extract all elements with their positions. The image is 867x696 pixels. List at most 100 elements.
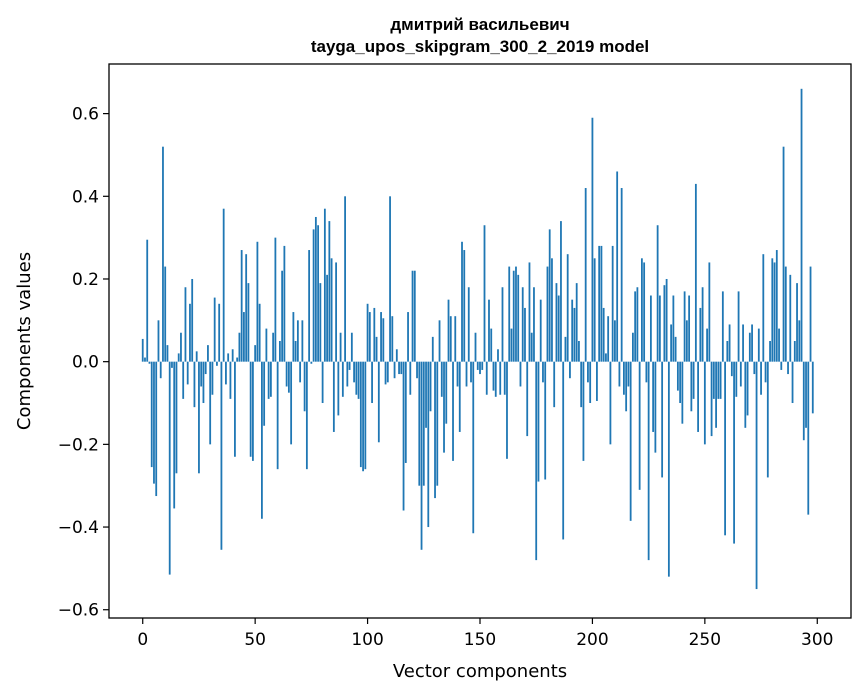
bar-180 <box>546 266 549 362</box>
bar-152 <box>483 225 486 362</box>
bar-130 <box>434 361 436 499</box>
bar-194 <box>578 341 580 362</box>
bar-42 <box>236 357 239 362</box>
bar-110 <box>389 196 391 362</box>
bar-158 <box>497 349 499 362</box>
bar-227 <box>652 361 655 432</box>
bar-208 <box>609 361 612 445</box>
bar-12 <box>168 361 171 575</box>
bar-291 <box>796 283 798 362</box>
bar-144 <box>465 361 468 387</box>
x-axis-ticks: 0 50 100 150 200 250 300 <box>137 618 833 650</box>
bar-163 <box>508 266 511 362</box>
bar-263 <box>733 361 735 544</box>
bar-283 <box>778 328 780 362</box>
bar-70 <box>299 361 302 383</box>
bar-124 <box>420 361 423 550</box>
bar-105 <box>377 361 380 443</box>
bar-246 <box>694 183 697 362</box>
bar-9 <box>162 146 164 362</box>
bar-187 <box>562 361 565 540</box>
bar-249 <box>701 287 704 362</box>
bar-165 <box>512 270 515 362</box>
bar-241 <box>683 291 686 362</box>
bar-25 <box>198 361 200 474</box>
bar-193 <box>575 283 578 362</box>
bar-207 <box>607 316 610 362</box>
bar-88 <box>339 332 342 362</box>
bar-65 <box>287 361 290 393</box>
bar-276 <box>762 254 765 362</box>
bar-277 <box>764 361 767 383</box>
bar-41 <box>234 361 236 457</box>
bar-279 <box>769 341 771 362</box>
bar-184 <box>555 283 558 362</box>
bar-146 <box>470 361 472 383</box>
bar-112 <box>393 361 396 379</box>
bar-160 <box>501 287 504 362</box>
bar-123 <box>418 361 421 486</box>
bar-128 <box>429 361 432 412</box>
bar-234 <box>667 361 670 577</box>
bar-24 <box>195 351 198 362</box>
bar-248 <box>699 307 702 362</box>
bar-150 <box>479 361 481 375</box>
bar-183 <box>553 361 556 408</box>
bar-71 <box>301 320 304 362</box>
bar-120 <box>411 270 414 362</box>
bar-254 <box>712 361 715 399</box>
bar-216 <box>627 361 630 387</box>
bar-215 <box>625 361 628 412</box>
bar-81 <box>323 208 326 362</box>
bar-140 <box>456 361 459 387</box>
bar-136 <box>447 299 450 362</box>
bar-60 <box>276 361 279 470</box>
bar-97 <box>359 361 362 468</box>
bar-44 <box>240 250 243 362</box>
bar-201 <box>593 258 596 362</box>
bar-206 <box>605 353 607 362</box>
bar-68 <box>294 341 297 362</box>
y-tick-label: 0.4 <box>72 187 99 207</box>
bar-166 <box>515 266 517 362</box>
bar-261 <box>728 324 731 362</box>
bar-26 <box>200 361 203 387</box>
bar-229 <box>656 225 659 362</box>
bar-257 <box>719 361 722 399</box>
bar-50 <box>254 345 257 362</box>
bar-84 <box>330 258 333 362</box>
bar-64 <box>285 361 288 387</box>
bar-271 <box>751 324 753 362</box>
bar-242 <box>685 320 688 362</box>
bar-76 <box>312 229 315 362</box>
bar-129 <box>431 336 434 362</box>
bar-162 <box>506 361 508 459</box>
bar-108 <box>384 361 387 385</box>
bar-149 <box>476 361 479 370</box>
bar-167 <box>517 274 520 362</box>
bar-210 <box>614 320 616 362</box>
bar-221 <box>638 361 641 490</box>
bar-66 <box>290 361 293 445</box>
bar-16 <box>177 353 180 362</box>
bar-217 <box>629 361 632 521</box>
bar-203 <box>598 245 601 362</box>
bar-87 <box>337 361 340 416</box>
bar-284 <box>780 361 783 370</box>
bar-236 <box>672 295 675 362</box>
bar-122 <box>416 361 418 379</box>
bar-14 <box>173 361 176 509</box>
bar-145 <box>467 287 470 362</box>
bar-293 <box>800 88 803 362</box>
bar-54 <box>263 361 266 426</box>
bar-223 <box>643 262 646 362</box>
y-tick-label: −0.4 <box>58 518 99 538</box>
bar-102 <box>371 361 373 404</box>
bar-256 <box>717 361 720 399</box>
bar-228 <box>654 361 657 453</box>
bar-52 <box>258 303 261 362</box>
bar-117 <box>404 361 407 463</box>
bar-61 <box>278 341 281 362</box>
bar-224 <box>645 361 648 383</box>
bar-243 <box>688 295 691 362</box>
